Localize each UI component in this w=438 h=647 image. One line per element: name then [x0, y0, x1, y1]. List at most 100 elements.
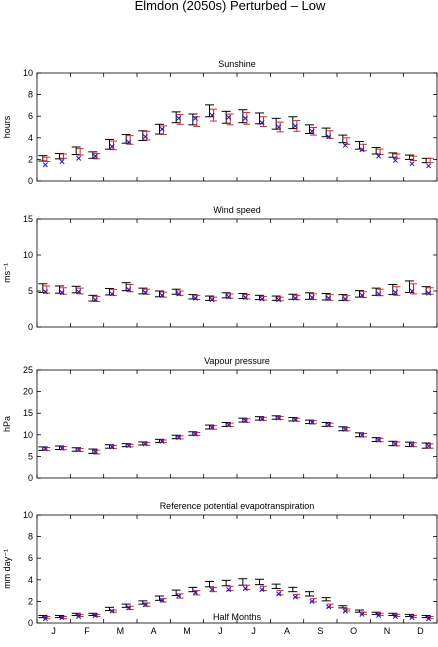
series-red [43, 108, 434, 164]
x-marker [209, 424, 215, 431]
x-axis-label: Half Months [213, 612, 262, 622]
x-marker [226, 422, 232, 428]
data-point [405, 154, 414, 160]
series-blue [42, 585, 432, 622]
x-marker [42, 616, 48, 622]
x-marker [409, 615, 415, 621]
y-tick-label: 0 [28, 473, 33, 483]
x-marker [76, 289, 82, 295]
x-marker [209, 586, 215, 593]
month-label: A [151, 626, 157, 636]
data-point [338, 134, 348, 144]
month-label: D [417, 626, 424, 636]
x-marker [109, 608, 115, 614]
y-tick-label: 20 [23, 387, 33, 397]
x-marker [292, 295, 298, 301]
x-marker [226, 586, 232, 593]
x-marker [309, 294, 315, 301]
y-tick-label: 2 [28, 154, 33, 164]
panel-4: Reference potential evapotranspiration mm… [2, 501, 438, 636]
x-marker [142, 289, 148, 295]
data-point [355, 141, 364, 150]
x-marker [176, 593, 182, 599]
panels: Sunshine hours 0 2 4 6 8 10 Wind speed ms⁻¹ 0 5 10 15… [2, 59, 438, 636]
x-marker [242, 294, 248, 301]
x-marker [242, 585, 248, 591]
y-tick-label: 0 [28, 322, 33, 332]
y-tick-label: 10 [23, 68, 33, 78]
y-axis-label: ms⁻¹ [2, 263, 12, 283]
series-black [38, 415, 431, 454]
x-marker [242, 115, 248, 121]
x-marker [292, 594, 298, 600]
x-marker [342, 142, 348, 148]
x-marker [376, 612, 382, 618]
plot-frame [36, 218, 438, 328]
x-marker [142, 441, 148, 447]
x-marker [192, 295, 198, 301]
x-marker [59, 445, 65, 451]
data-point [188, 113, 198, 126]
data-point [321, 597, 331, 602]
y-tick-label: 10 [23, 510, 33, 520]
y-tick-label: 15 [23, 408, 33, 418]
y-tick-label: 6 [28, 111, 33, 121]
x-marker [359, 147, 365, 153]
data-point [238, 109, 248, 124]
data-point [243, 111, 251, 125]
y-tick-label: 15 [23, 214, 33, 224]
x-marker [276, 297, 282, 303]
x-marker [426, 443, 432, 449]
y-tick-label: 0 [28, 618, 33, 628]
x-marker [226, 114, 232, 120]
x-marker [392, 289, 398, 295]
data-point [205, 104, 214, 118]
x-marker [292, 417, 298, 423]
x-marker [126, 139, 132, 145]
plot-frame [36, 514, 438, 624]
panel-title: Vapour pressure [204, 356, 270, 366]
series-blue [42, 287, 432, 303]
data-point [410, 155, 417, 161]
data-point [271, 583, 281, 589]
x-marker [359, 292, 365, 298]
x-marker [326, 604, 332, 610]
x-marker [59, 615, 65, 621]
x-marker [409, 161, 415, 167]
data-point [221, 110, 231, 124]
x-marker [76, 446, 82, 453]
data-point [210, 108, 217, 122]
x-marker [359, 432, 365, 438]
data-point [255, 578, 264, 586]
x-marker [226, 294, 232, 300]
data-point [238, 578, 248, 586]
x-marker [259, 296, 265, 302]
plot-frame [36, 72, 438, 182]
panel-1: Sunshine hours 0 2 4 6 8 10 [2, 59, 438, 186]
x-marker [309, 419, 315, 425]
month-label: F [84, 626, 90, 636]
data-point [288, 586, 298, 593]
x-marker [192, 115, 198, 121]
x-marker [276, 124, 282, 130]
data-point [310, 127, 317, 136]
x-marker [259, 120, 265, 126]
data-point [155, 123, 164, 135]
data-point [426, 157, 434, 164]
series-blue [42, 112, 432, 169]
month-label: M [183, 626, 191, 636]
month-label: M [117, 626, 125, 636]
x-marker [176, 291, 182, 297]
x-marker [59, 289, 65, 295]
y-tick-label: 4 [28, 575, 33, 585]
x-marker [326, 134, 332, 140]
data-point [338, 605, 348, 609]
panel-title: Reference potential evapotranspiration [160, 501, 315, 511]
x-marker [409, 288, 415, 294]
x-marker [159, 126, 165, 132]
data-point [388, 152, 398, 158]
x-marker [409, 442, 415, 448]
x-marker [142, 134, 148, 140]
y-axis-label: mm day⁻¹ [2, 549, 12, 589]
x-marker [426, 616, 432, 622]
